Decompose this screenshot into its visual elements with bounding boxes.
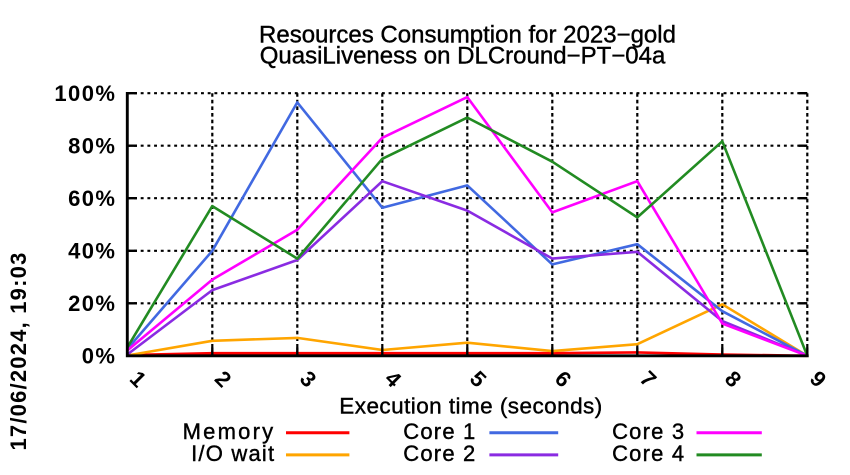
svg-text:60%: 60% [68,186,116,211]
svg-text:Resources Consumption for 2023: Resources Consumption for 2023−gold [259,21,676,48]
svg-text:100%: 100% [54,81,116,106]
svg-text:Core 4: Core 4 [612,441,685,466]
svg-text:40%: 40% [68,239,116,264]
svg-text:20%: 20% [68,291,116,316]
svg-text:17/06/2024, 19:03: 17/06/2024, 19:03 [6,252,31,451]
svg-text:I/O wait: I/O wait [191,441,275,466]
svg-text:80%: 80% [68,134,116,159]
svg-text:0%: 0% [82,344,117,369]
svg-text:Core 1: Core 1 [403,419,476,444]
svg-text:Execution time (seconds): Execution time (seconds) [339,394,602,419]
svg-text:QuasiLiveness on DLCround−PT−0: QuasiLiveness on DLCround−PT−04a [260,42,666,69]
svg-text:Memory: Memory [183,419,276,444]
svg-text:Core 3: Core 3 [612,419,685,444]
svg-text:Core 2: Core 2 [403,441,476,466]
